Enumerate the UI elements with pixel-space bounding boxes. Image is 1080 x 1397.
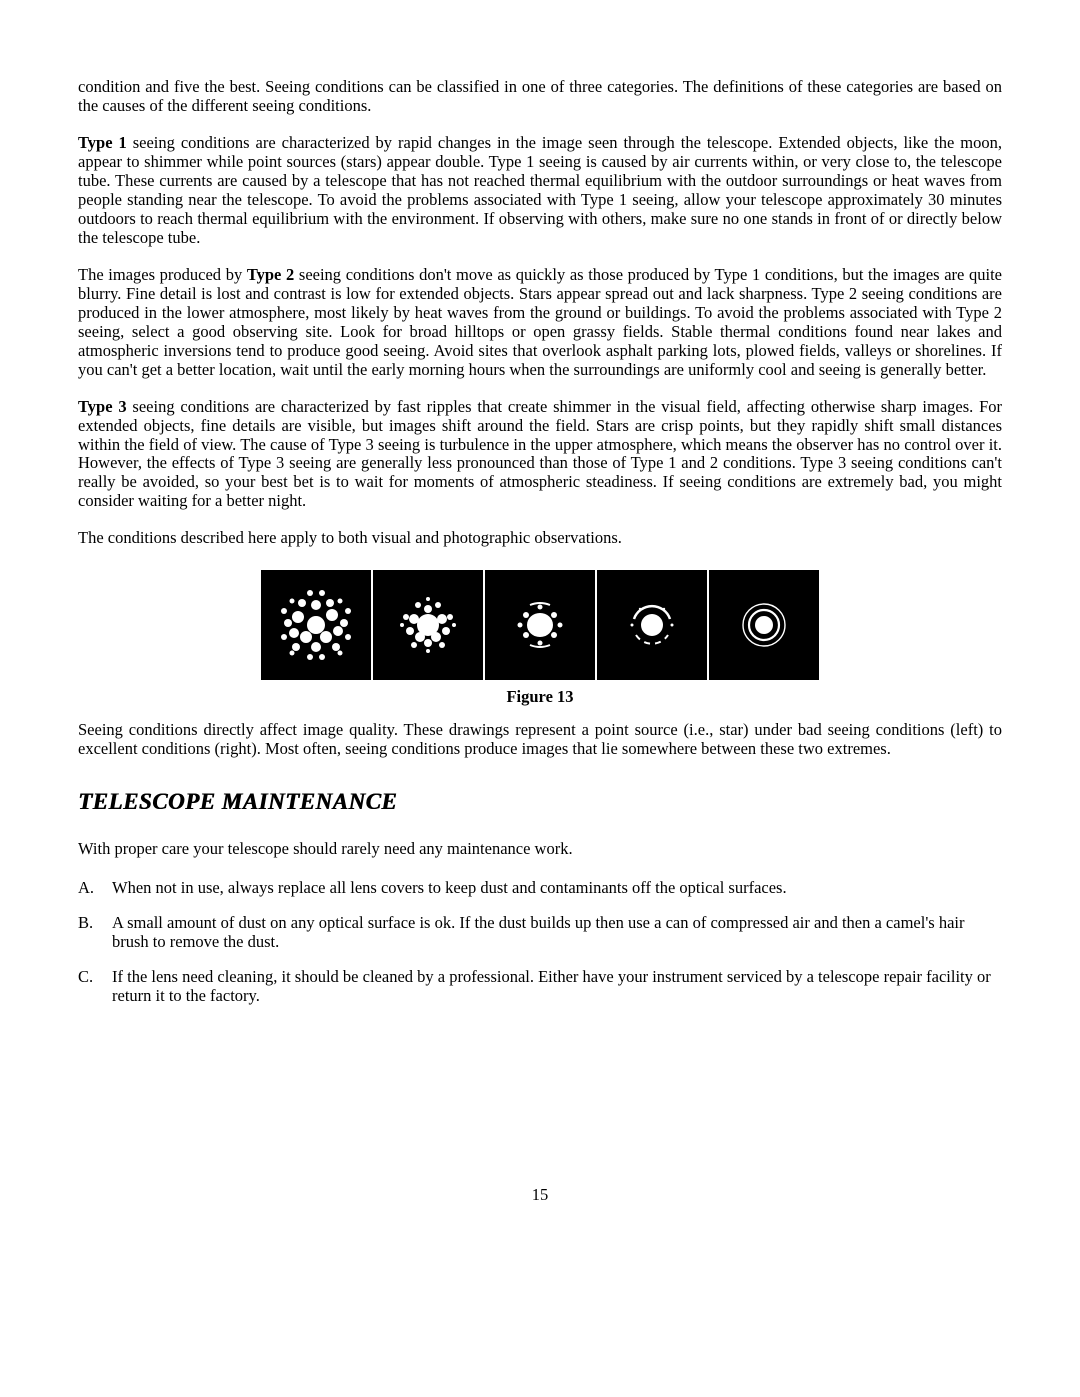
seeing-icon-3: [490, 575, 590, 675]
seeing-cell-4: [597, 570, 707, 680]
figure-row: [260, 570, 820, 680]
type2-lead: The images produced by: [78, 265, 247, 284]
list-item: C. If the lens need cleaning, it should …: [78, 968, 1002, 1006]
type3-text: seeing conditions are characterized by f…: [78, 397, 1002, 511]
list-text: If the lens need cleaning, it should be …: [112, 968, 1002, 1006]
list-marker: C.: [78, 968, 112, 1006]
list-marker: A.: [78, 879, 112, 898]
intro-paragraph: condition and five the best. Seeing cond…: [78, 78, 1002, 116]
type2-label: Type 2: [247, 265, 294, 284]
type2-paragraph: The images produced by Type 2 seeing con…: [78, 266, 1002, 380]
maintenance-intro: With proper care your telescope should r…: [78, 840, 1002, 859]
figure-wrap: [78, 570, 1002, 680]
list-text: A small amount of dust on any optical su…: [112, 914, 1002, 952]
both-paragraph: The conditions described here apply to b…: [78, 529, 1002, 548]
seeing-icon-2: [378, 575, 478, 675]
list-marker: B.: [78, 914, 112, 952]
seeing-cell-3: [485, 570, 595, 680]
type3-label: Type 3: [78, 397, 127, 416]
seeing-icon-4: [602, 575, 702, 675]
seeing-icon-5: [714, 575, 814, 675]
section-heading: TELESCOPE MAINTENANCE: [78, 789, 1002, 815]
seeing-cell-5: [709, 570, 819, 680]
type1-text: seeing conditions are characterized by r…: [78, 133, 1002, 247]
list-text: When not in use, always replace all lens…: [112, 879, 1002, 898]
seeing-icon-1: [266, 575, 366, 675]
seeing-cell-1: [261, 570, 371, 680]
maintenance-list: A. When not in use, always replace all l…: [78, 879, 1002, 1006]
seeing-cell-2: [373, 570, 483, 680]
page-number: 15: [78, 1186, 1002, 1205]
list-item: B. A small amount of dust on any optical…: [78, 914, 1002, 952]
type1-label: Type 1: [78, 133, 127, 152]
type3-paragraph: Type 3 seeing conditions are characteriz…: [78, 398, 1002, 512]
list-item: A. When not in use, always replace all l…: [78, 879, 1002, 898]
type1-paragraph: Type 1 seeing conditions are characteriz…: [78, 134, 1002, 248]
figure-caption: Figure 13: [78, 688, 1002, 707]
figure-description: Seeing conditions directly affect image …: [78, 721, 1002, 759]
